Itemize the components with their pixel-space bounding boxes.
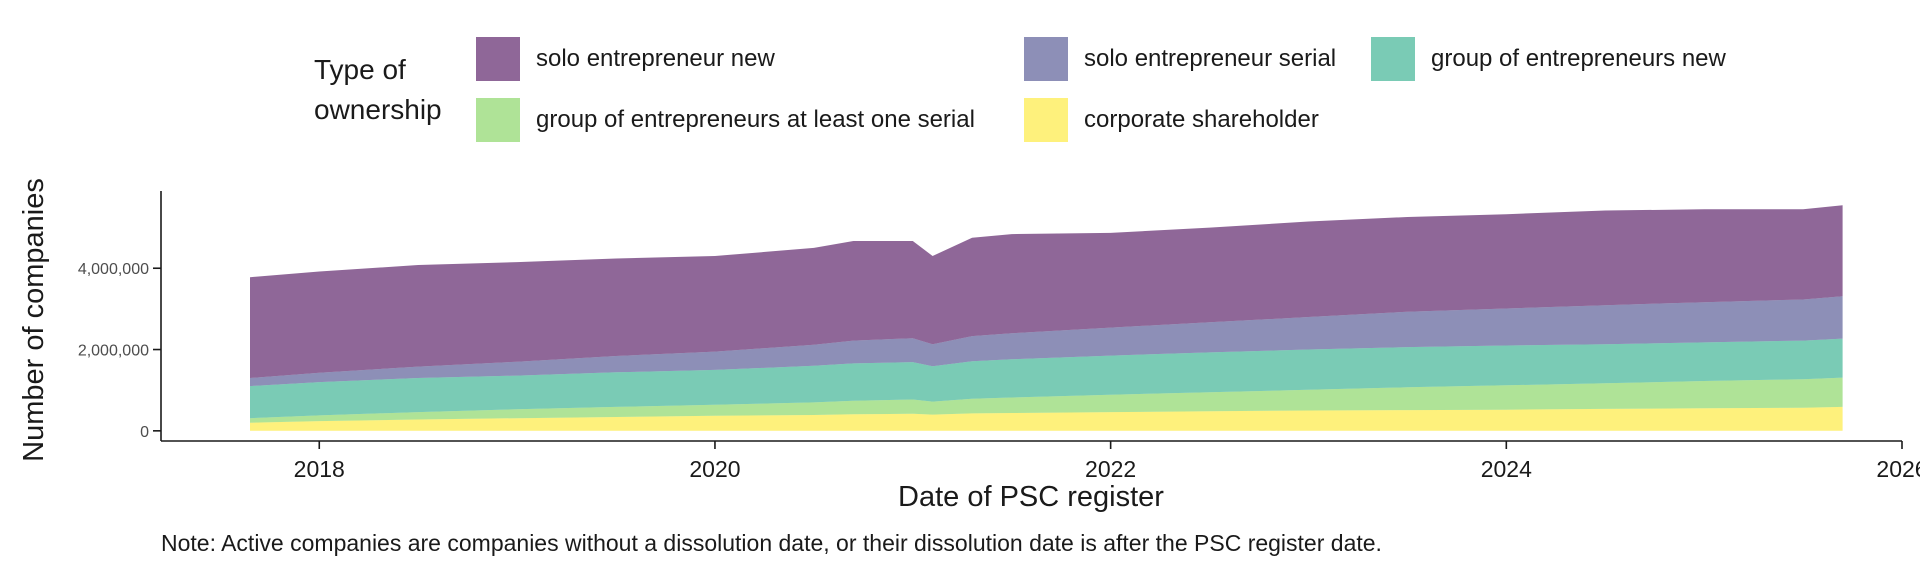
y-axis-ticks: 0 2,000,000 4,000,000 <box>78 261 161 441</box>
legend-swatch <box>1371 37 1415 81</box>
area-corporate-shareholder <box>250 406 1843 431</box>
legend-item-solo-entrepreneur-serial: solo entrepreneur serial <box>1024 37 1336 81</box>
legend-item-corporate-shareholder: corporate shareholder <box>1024 98 1319 142</box>
legend-swatch <box>476 37 520 81</box>
x-tick-label: 2022 <box>1085 456 1136 482</box>
y-tick-label: 0 <box>140 424 149 441</box>
legend-label: group of entrepreneurs at least one seri… <box>536 106 975 133</box>
caption-note: Note: Active companies are companies wit… <box>161 530 1382 556</box>
x-tick-label: 2026 <box>1876 456 1920 482</box>
legend-label: group of entrepreneurs new <box>1431 45 1726 72</box>
legend-swatch <box>1024 37 1068 81</box>
area-layers <box>250 205 1843 431</box>
area-group-of-entrepreneurs-at-least-one-serial <box>250 377 1843 423</box>
legend-label: solo entrepreneur new <box>536 45 775 72</box>
legend-label: corporate shareholder <box>1084 106 1319 133</box>
area-solo-entrepreneur-new <box>250 205 1843 378</box>
area-group-of-entrepreneurs-new <box>250 338 1843 419</box>
y-tick-label: 2,000,000 <box>78 343 149 360</box>
legend-title: Type of ownership <box>314 54 442 125</box>
x-axis-title: Date of PSC register <box>898 481 1164 513</box>
legend-swatch <box>476 98 520 142</box>
legend-item-solo-entrepreneur-new: solo entrepreneur new <box>476 37 775 81</box>
legend-item-group-of-entrepreneurs-at-least-one-serial: group of entrepreneurs at least one seri… <box>476 98 975 142</box>
x-tick-label: 2024 <box>1481 456 1532 482</box>
legend-label: solo entrepreneur serial <box>1084 45 1337 72</box>
x-axis-ticks: 2018 2020 2022 2024 2026 <box>294 441 1920 482</box>
area-solo-entrepreneur-serial <box>250 296 1843 387</box>
legend-item-group-of-entrepreneurs-new: group of entrepreneurs new <box>1371 37 1726 81</box>
y-tick-label: 4,000,000 <box>78 261 149 278</box>
legend-swatch <box>1024 98 1068 142</box>
x-tick-label: 2018 <box>294 456 345 482</box>
y-axis-title: Number of companies <box>18 178 50 462</box>
x-tick-label: 2020 <box>689 456 740 482</box>
